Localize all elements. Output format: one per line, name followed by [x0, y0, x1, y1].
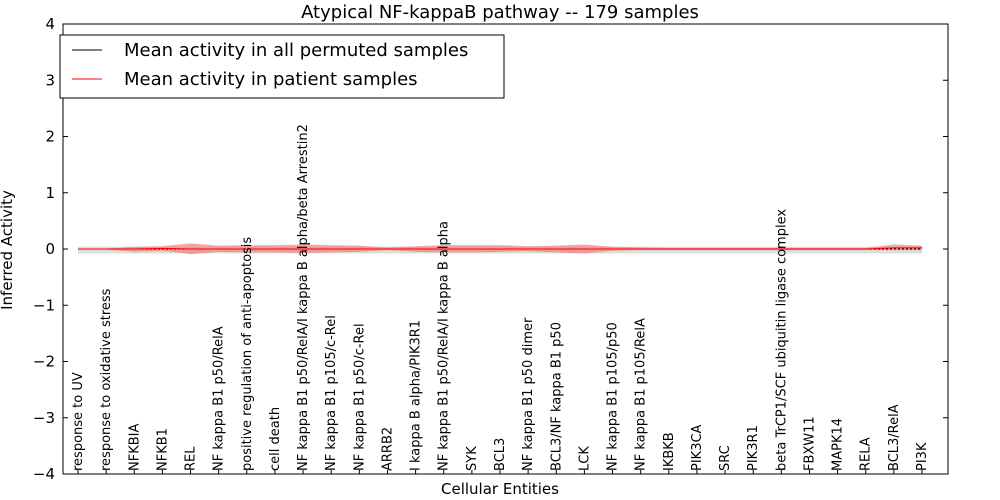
x-tick-label: beta TrCP1/SCF ubiquitin ligase complex [774, 209, 789, 471]
x-tick-label: SYK [465, 446, 480, 471]
x-tick-label: NF kappa B1 p50/RelA/I kappa B alpha/bet… [296, 124, 311, 471]
plot-frame [62, 23, 949, 475]
y-tick-label: −1 [33, 296, 55, 314]
x-tick-label: RELA [859, 437, 874, 471]
y-tick-label: 4 [45, 15, 55, 33]
chart-title: Atypical NF-kappaB pathway -- 179 sample… [301, 2, 699, 23]
y-tick-label: 0 [45, 240, 55, 258]
legend-label-permuted: Mean activity in all permuted samples [124, 40, 468, 61]
series-lines [78, 247, 922, 250]
x-tick-label: PIK3CA [690, 424, 705, 471]
x-tick-label: response to oxidative stress [99, 288, 114, 471]
y-tick-label: 1 [45, 184, 55, 202]
x-tick-label: PIK3R1 [746, 425, 761, 471]
x-tick-label: BCL3 [493, 438, 508, 471]
x-tick-label: PI3K [915, 442, 930, 471]
x-tick-label: positive regulation of anti-apoptosis [240, 237, 255, 471]
x-axis-label: Cellular Entities [441, 480, 559, 498]
y-axis-label: Inferred Activity [0, 190, 16, 310]
legend: Mean activity in all permuted samples Me… [59, 34, 505, 99]
y-tick-label: 3 [45, 71, 55, 89]
y-tick-label: −3 [33, 409, 55, 427]
x-tick-label: REL [184, 446, 199, 471]
x-tick-label: response to UV [71, 372, 86, 471]
x-tick-label: ARRB2 [380, 427, 395, 471]
x-tick-label: NF kappa B1 p50/RelA [212, 326, 227, 471]
x-tick-label: NF kappa B1 p105/c-Rel [324, 315, 339, 471]
x-tick-label: NF kappa B1 p50/RelA/I kappa B alpha [437, 221, 452, 471]
x-tick-label: LCK [577, 446, 592, 471]
y-tick-label: −4 [33, 465, 55, 483]
y-axis: −4 −3 −2 −1 0 1 2 3 4 [33, 15, 948, 483]
x-tick-label: BCL3/NF kappa B1 p50 [549, 322, 564, 471]
x-tick-label: NF kappa B1 p105/p50 [606, 322, 621, 471]
x-tick-label: NFKB1 [155, 428, 170, 471]
x-tick-label: FBXW11 [802, 416, 817, 471]
x-tick-label: SRC [718, 445, 733, 471]
y-tick-label: −2 [33, 353, 55, 371]
x-tick-label: MAPK14 [831, 418, 846, 471]
legend-label-patient: Mean activity in patient samples [124, 69, 418, 90]
x-axis-tick-labels: response to UV response to oxidative stre… [71, 124, 930, 474]
x-tick-label: IKBKB [662, 432, 677, 471]
x-tick-label: NF kappa B1 p50 dimer [521, 317, 536, 471]
x-tick-label: NFKBIA [127, 424, 142, 471]
x-tick-label: I kappa B alpha/PIK3R1 [409, 320, 424, 471]
series-line-patient [78, 247, 922, 250]
x-tick-label: cell death [268, 407, 283, 471]
x-tick-label: BCL3/RelA [887, 404, 902, 471]
x-tick-label: NF kappa B1 p105/RelA [634, 318, 649, 471]
x-tick-label: NF kappa B1 p50/c-Rel [352, 323, 367, 471]
y-tick-label: 2 [45, 128, 55, 146]
legend-box [59, 34, 505, 99]
